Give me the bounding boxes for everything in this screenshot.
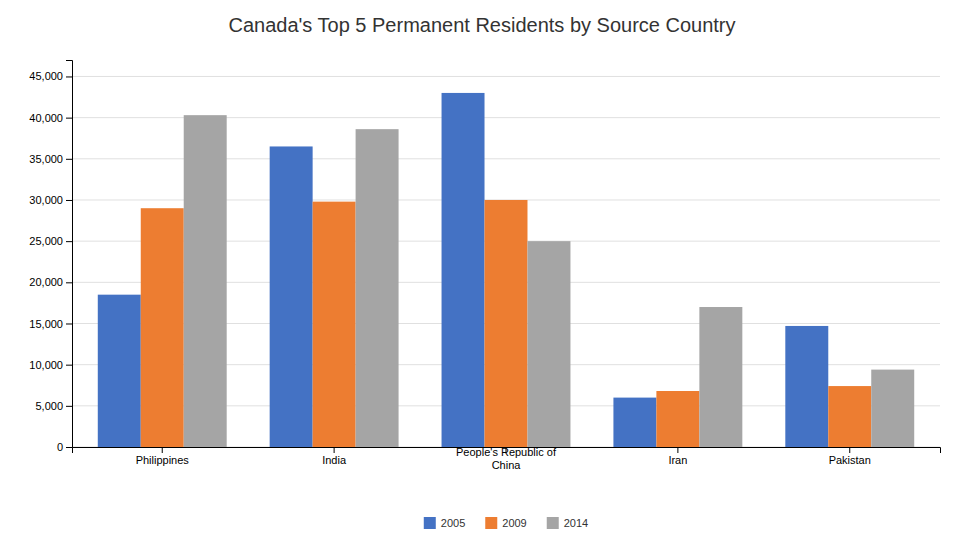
y-tick-label: 25,000 bbox=[29, 235, 63, 247]
bar bbox=[141, 208, 184, 447]
y-tick: 5,000 bbox=[35, 400, 72, 412]
bar bbox=[356, 129, 399, 447]
y-tick-label: 10,000 bbox=[29, 359, 63, 371]
bar-series bbox=[141, 200, 871, 447]
x-tick-mark bbox=[162, 447, 163, 453]
x-tick: Pakistan bbox=[829, 447, 871, 466]
y-tick-mark bbox=[66, 200, 72, 201]
y-tick-label: 15,000 bbox=[29, 318, 63, 330]
y-tick-label: 20,000 bbox=[29, 276, 63, 288]
title: Canada's Top 5 Permanent Residents by So… bbox=[228, 14, 735, 36]
legend-label: 2005 bbox=[441, 517, 465, 529]
legend-label: 2009 bbox=[502, 517, 526, 529]
y-tick: 30,000 bbox=[29, 194, 72, 206]
y-tick: 0 bbox=[57, 441, 72, 453]
legend-item: 2009 bbox=[485, 517, 526, 529]
legend-item: 2014 bbox=[547, 517, 588, 529]
bar-series bbox=[184, 115, 914, 447]
y-tick-mark bbox=[66, 76, 72, 77]
x-tick: Iran bbox=[668, 447, 687, 466]
x-tick-label: People's Republic ofChina bbox=[456, 446, 557, 471]
bar bbox=[98, 295, 141, 447]
x-tick-label: Iran bbox=[668, 454, 687, 466]
legend-swatch bbox=[547, 517, 559, 529]
bar bbox=[656, 391, 699, 447]
bar bbox=[270, 146, 313, 447]
y-tick: 25,000 bbox=[29, 235, 72, 247]
bar bbox=[785, 326, 828, 447]
y-tick-mark bbox=[66, 159, 72, 160]
bar bbox=[485, 200, 528, 447]
bar-series bbox=[98, 93, 828, 447]
x-tick-mark bbox=[677, 447, 678, 453]
y-tick-mark bbox=[66, 282, 72, 283]
x-axis: Philippines India People's Republic ofChin… bbox=[73, 446, 941, 471]
x-tick-label: India bbox=[322, 454, 347, 466]
x-tick-mark bbox=[334, 447, 335, 453]
x-tick: Philippines bbox=[136, 447, 190, 466]
bar bbox=[184, 115, 227, 447]
y-tick: 35,000 bbox=[29, 153, 72, 165]
y-axis: 0 5,000 10,000 15,000 20,000 25,000 30,000 35,0… bbox=[29, 61, 72, 454]
y-tick-label: 35,000 bbox=[29, 153, 63, 165]
y-tick-label: 40,000 bbox=[29, 112, 63, 124]
y-tick-mark bbox=[66, 118, 72, 119]
legend-swatch bbox=[424, 517, 436, 529]
grid-line bbox=[72, 76, 940, 77]
grid bbox=[72, 76, 940, 447]
x-tick: People's Republic ofChina bbox=[456, 446, 557, 471]
bars bbox=[98, 93, 914, 447]
y-tick: 15,000 bbox=[29, 318, 72, 330]
y-tick-mark bbox=[66, 365, 72, 366]
y-tick: 45,000 bbox=[29, 70, 72, 82]
y-tick-mark bbox=[66, 447, 72, 448]
bar bbox=[699, 307, 742, 447]
chart: Canada's Top 5 Permanent Residents by So… bbox=[0, 0, 964, 557]
bar bbox=[613, 398, 656, 447]
plot: 0 5,000 10,000 15,000 20,000 25,000 30,000 35,0… bbox=[29, 61, 940, 471]
y-tick-mark bbox=[66, 241, 72, 242]
y-tick-label: 45,000 bbox=[29, 70, 63, 82]
legend: 2005 2009 2014 bbox=[424, 517, 588, 529]
bar bbox=[442, 93, 485, 447]
bar bbox=[828, 386, 871, 447]
x-tick-label: Philippines bbox=[136, 454, 190, 466]
bar bbox=[871, 370, 914, 447]
y-tick-mark bbox=[66, 406, 72, 407]
x-tick-label: Pakistan bbox=[829, 454, 871, 466]
x-tick: India bbox=[322, 447, 347, 466]
legend-item: 2005 bbox=[424, 517, 465, 529]
legend-label: 2014 bbox=[564, 517, 588, 529]
y-tick-label: 5,000 bbox=[35, 400, 63, 412]
y-tick: 10,000 bbox=[29, 359, 72, 371]
legend-swatch bbox=[485, 517, 497, 529]
x-tick-mark bbox=[849, 447, 850, 453]
bar bbox=[527, 241, 570, 447]
y-tick-label: 30,000 bbox=[29, 194, 63, 206]
bar bbox=[313, 202, 356, 447]
y-tick: 40,000 bbox=[29, 112, 72, 124]
y-axis-line bbox=[66, 61, 73, 448]
y-tick-label: 0 bbox=[57, 441, 63, 453]
y-tick: 20,000 bbox=[29, 276, 72, 288]
y-tick-mark bbox=[66, 323, 72, 324]
